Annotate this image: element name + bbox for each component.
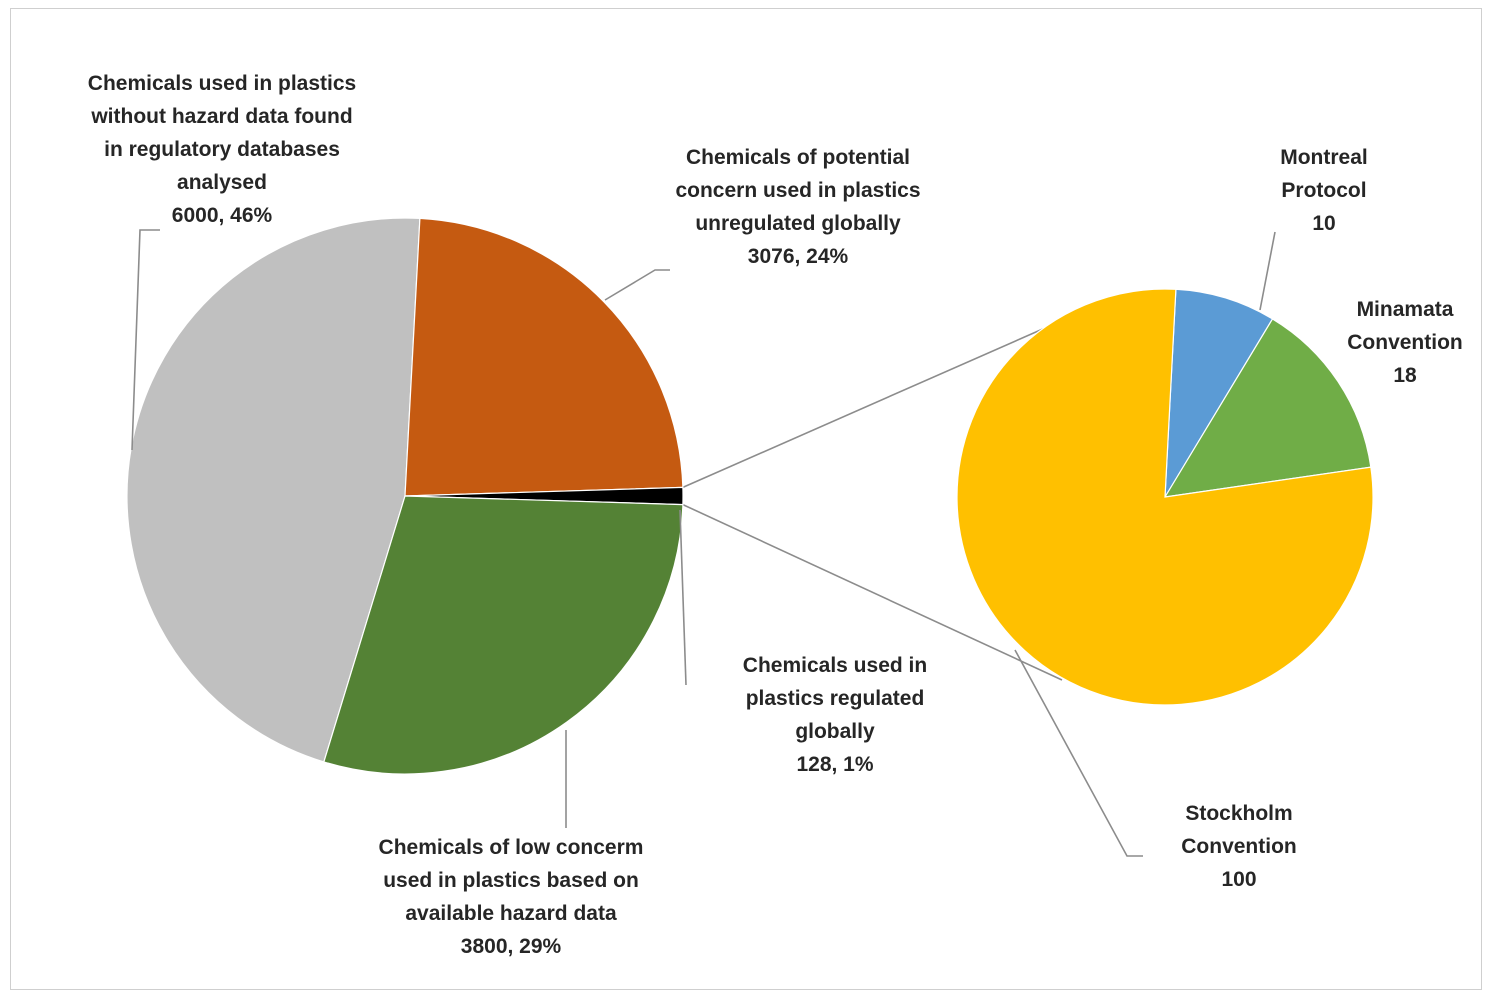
label-potential-concern-line: Chemicals of potential <box>686 146 910 169</box>
leader-main-0 <box>131 229 160 451</box>
label-regulated-globally-line: plastics regulated <box>746 687 925 710</box>
label-leader-lines <box>131 229 1276 857</box>
label-potential-concern: Chemicals of potential concern used in pl… <box>675 146 920 268</box>
label-potential-concern-line: concern used in plastics <box>675 179 920 202</box>
label-montreal-line: Montreal <box>1280 146 1368 169</box>
label-minamata-line: Minamata <box>1357 298 1454 321</box>
label-low-concern-line: 3800, 29% <box>461 935 562 958</box>
label-minamata-line: 18 <box>1393 364 1417 387</box>
label-regulated-globally-line: 128, 1% <box>796 753 873 776</box>
connector-line-top <box>682 327 1046 489</box>
main-pie <box>126 217 684 775</box>
main-pie-slice-1 <box>404 217 684 497</box>
label-minamata: Minamata Convention 18 <box>1347 298 1463 387</box>
label-stockholm-line: 100 <box>1221 868 1256 891</box>
label-montreal-line: 10 <box>1312 212 1335 235</box>
label-regulated-globally: Chemicals used in plastics regulated globa… <box>743 654 927 776</box>
label-no-hazard-data-line: without hazard data found <box>90 105 352 128</box>
label-low-concern-line: Chemicals of low concerm <box>379 836 644 859</box>
main-pie-slice-3 <box>323 495 684 775</box>
label-montreal-line: Protocol <box>1281 179 1366 202</box>
label-no-hazard-data-line: Chemicals used in plastics <box>88 72 356 95</box>
label-no-hazard-data-line: 6000, 46% <box>172 204 273 227</box>
label-stockholm-line: Convention <box>1181 835 1297 858</box>
leader-main-1 <box>604 269 670 301</box>
label-regulated-globally-line: globally <box>795 720 875 743</box>
label-minamata-line: Convention <box>1347 331 1463 354</box>
label-regulated-globally-line: Chemicals used in <box>743 654 927 677</box>
label-low-concern-line: available hazard data <box>405 902 617 925</box>
label-stockholm: Stockholm Convention 100 <box>1181 802 1297 891</box>
data-labels: Chemicals used in plastics without hazard… <box>88 72 1463 958</box>
label-potential-concern-line: 3076, 24% <box>748 245 849 268</box>
secondary-pie-slice-2 <box>956 288 1374 706</box>
secondary-pie <box>956 288 1374 706</box>
leader-sub-2 <box>1014 649 1143 857</box>
connector-line-bottom <box>682 503 1063 681</box>
label-no-hazard-data: Chemicals used in plastics without hazard… <box>88 72 356 227</box>
pie-connector-lines <box>682 327 1063 681</box>
label-low-concern-line: used in plastics based on <box>383 869 639 892</box>
secondary-pie-slice-1 <box>1163 318 1372 498</box>
label-low-concern: Chemicals of low concerm used in plastics… <box>379 836 644 958</box>
secondary-pie-slice-0 <box>1164 288 1274 498</box>
label-stockholm-line: Stockholm <box>1185 802 1292 825</box>
leader-sub-0 <box>1259 231 1276 311</box>
label-no-hazard-data-line: analysed <box>177 171 267 194</box>
label-potential-concern-line: unregulated globally <box>695 212 901 235</box>
label-montreal: Montreal Protocol 10 <box>1280 146 1368 235</box>
leader-main-2 <box>679 509 687 686</box>
label-no-hazard-data-line: in regulatory databases <box>104 138 340 161</box>
